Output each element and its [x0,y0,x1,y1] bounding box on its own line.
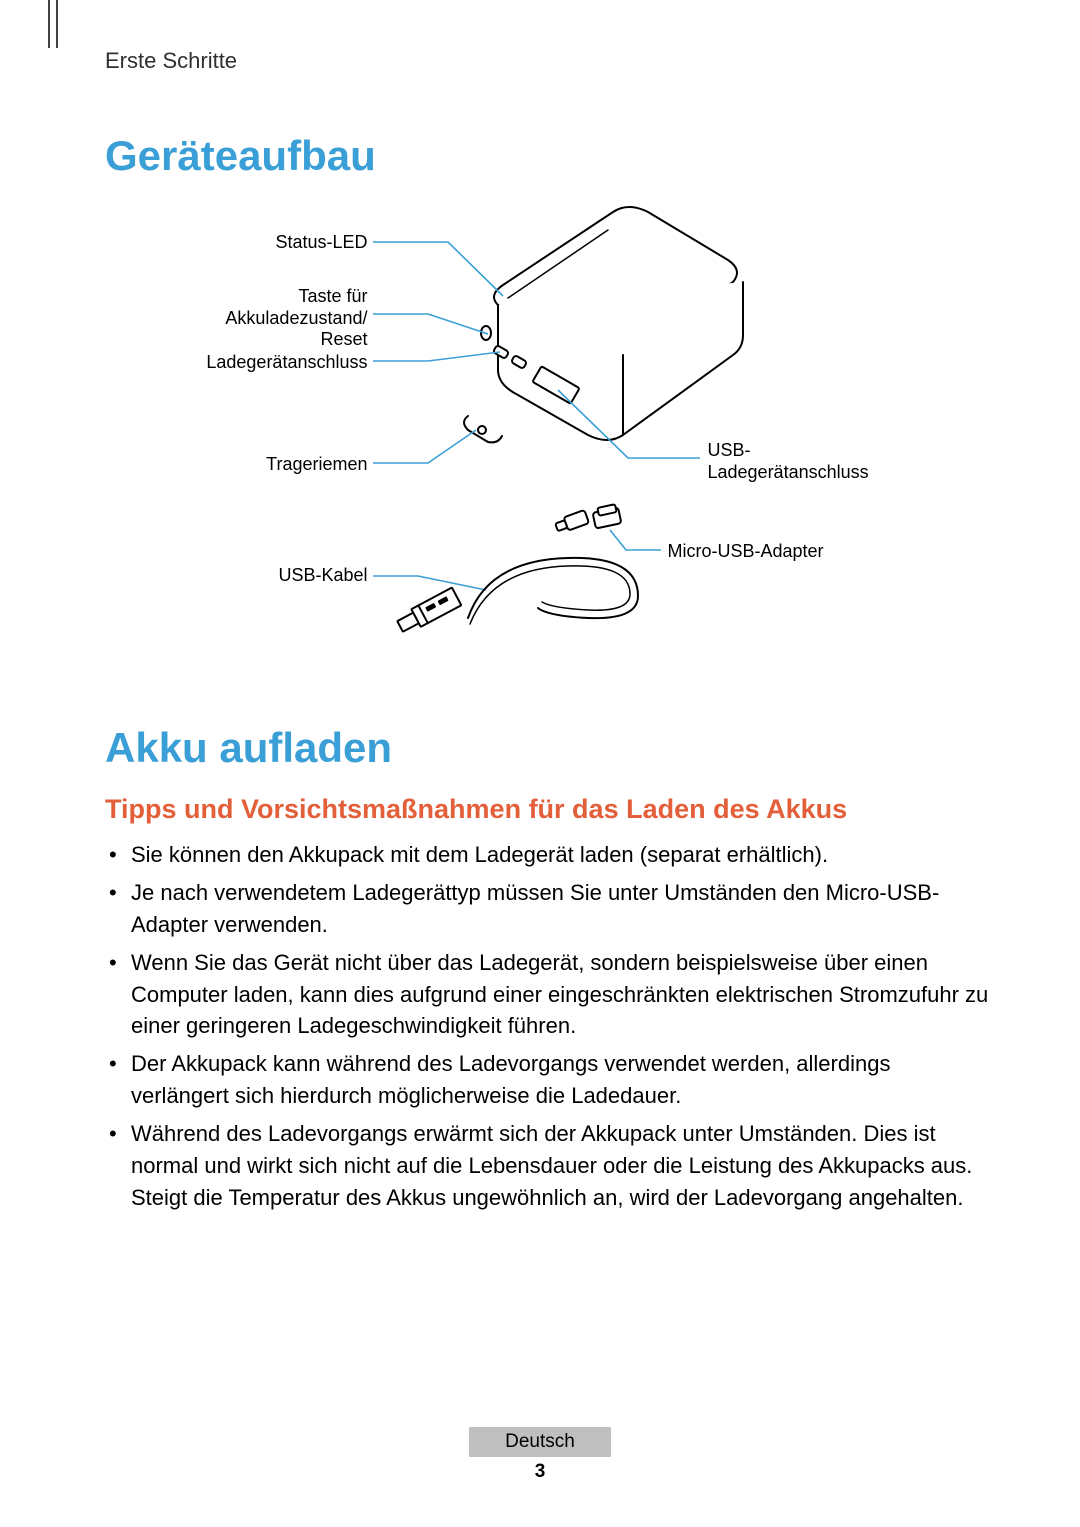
list-item: Je nach verwendetem Ladegerättyp müssen … [131,877,990,941]
list-item: Wenn Sie das Gerät nicht über das Ladege… [131,947,990,1043]
list-item: Der Akkupack kann während des Ladevorgan… [131,1048,990,1112]
list-item: Sie können den Akkupack mit dem Ladegerä… [131,839,990,871]
tips-list: Sie können den Akkupack mit dem Ladegerä… [105,839,990,1214]
device-diagram: Status-LED Taste für Akkuladezustand/ Re… [168,200,928,660]
heading-charge-battery: Akku aufladen [105,724,990,772]
list-item: Während des Ladevorgangs erwärmt sich de… [131,1118,990,1214]
breadcrumb: Erste Schritte [105,48,990,74]
footer-language: Deutsch [469,1427,611,1457]
manual-page: Erste Schritte Geräteaufbau Status-LED T… [0,0,1080,1527]
subheading-tips: Tipps und Vorsichtsmaßnahmen für das Lad… [105,794,990,825]
device-diagram-svg [168,200,928,660]
page-footer: Deutsch 3 [0,1427,1080,1483]
footer-page-number: 3 [0,1461,1080,1483]
heading-device-layout: Geräteaufbau [105,132,990,180]
